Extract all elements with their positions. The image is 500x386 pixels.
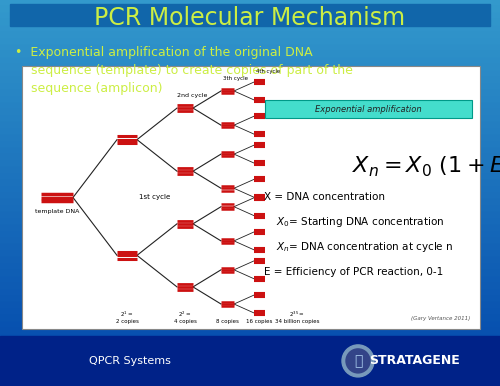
Bar xyxy=(0,367,500,373)
Bar xyxy=(0,64,500,71)
Bar xyxy=(0,142,500,148)
Bar xyxy=(0,77,500,84)
Text: $X_n$= DNA concentration at cycle n: $X_n$= DNA concentration at cycle n xyxy=(276,240,454,254)
Bar xyxy=(0,309,500,315)
Bar xyxy=(0,193,500,200)
Bar xyxy=(0,354,500,360)
Bar xyxy=(0,148,500,154)
Bar xyxy=(0,225,500,232)
Text: E = Efficiency of PCR reaction, 0-1: E = Efficiency of PCR reaction, 0-1 xyxy=(264,267,444,278)
Bar xyxy=(0,335,500,341)
Text: $2^2=$: $2^2=$ xyxy=(178,309,192,319)
Text: 2nd cycle: 2nd cycle xyxy=(177,93,208,98)
Bar xyxy=(0,244,500,251)
Bar xyxy=(0,296,500,302)
Text: $2^1=$: $2^1=$ xyxy=(120,309,134,319)
Bar xyxy=(0,103,500,109)
Bar xyxy=(0,302,500,309)
Bar xyxy=(0,116,500,122)
Bar xyxy=(0,360,500,367)
Bar xyxy=(10,4,490,26)
Bar xyxy=(0,212,500,219)
Text: 8 copies: 8 copies xyxy=(216,319,239,324)
Bar xyxy=(0,315,500,322)
Bar xyxy=(0,71,500,77)
Bar xyxy=(0,379,500,386)
Text: 4 copies: 4 copies xyxy=(174,319,197,324)
Bar xyxy=(0,238,500,244)
Text: 3th cycle: 3th cycle xyxy=(223,76,248,81)
Bar xyxy=(0,0,500,7)
Bar xyxy=(0,19,500,26)
Text: $2^{35}=$: $2^{35}=$ xyxy=(289,309,304,319)
Bar xyxy=(0,174,500,180)
Circle shape xyxy=(342,345,374,377)
Bar xyxy=(0,328,500,335)
Bar xyxy=(0,167,500,174)
Bar xyxy=(0,200,500,206)
Bar xyxy=(0,26,500,32)
Text: Ⓢ: Ⓢ xyxy=(354,354,362,368)
Text: 34 billion copies: 34 billion copies xyxy=(274,319,319,324)
Bar xyxy=(0,322,500,328)
Circle shape xyxy=(346,349,370,373)
Text: Exponential amplification: Exponential amplification xyxy=(316,105,422,113)
Bar xyxy=(0,186,500,193)
Bar xyxy=(0,270,500,277)
Bar xyxy=(0,13,500,19)
Bar xyxy=(0,109,500,116)
Text: template DNA: template DNA xyxy=(35,209,79,214)
Bar xyxy=(0,180,500,186)
Text: 16 copies: 16 copies xyxy=(246,319,272,324)
Bar xyxy=(0,290,500,296)
Bar xyxy=(0,161,500,167)
Text: X = DNA concentration: X = DNA concentration xyxy=(264,193,385,203)
Text: $X_n=X_0\ (1+E)^n$: $X_n=X_0\ (1+E)^n$ xyxy=(352,153,500,179)
Bar xyxy=(0,219,500,225)
Text: QPCR Systems: QPCR Systems xyxy=(89,356,171,366)
Text: $X_0$= Starting DNA concentration: $X_0$= Starting DNA concentration xyxy=(276,215,444,230)
Bar xyxy=(265,100,472,118)
Bar xyxy=(0,7,500,13)
Bar xyxy=(0,373,500,379)
Bar xyxy=(0,135,500,142)
Bar xyxy=(0,32,500,39)
Text: 2 copies: 2 copies xyxy=(116,319,138,324)
Bar xyxy=(0,336,500,386)
Bar xyxy=(0,129,500,135)
Bar xyxy=(22,66,480,329)
Bar xyxy=(0,257,500,264)
Bar xyxy=(0,90,500,96)
Bar xyxy=(0,251,500,257)
Text: 1st cycle: 1st cycle xyxy=(139,195,170,200)
Bar xyxy=(0,122,500,129)
Bar xyxy=(0,277,500,283)
Bar xyxy=(0,341,500,347)
Bar xyxy=(0,232,500,238)
Bar xyxy=(0,58,500,64)
Bar xyxy=(0,347,500,354)
Bar xyxy=(0,206,500,212)
Text: STRATAGENE: STRATAGENE xyxy=(370,354,460,367)
Bar xyxy=(0,154,500,161)
Text: (Gary Vertance 2011): (Gary Vertance 2011) xyxy=(411,316,470,321)
Bar xyxy=(0,51,500,58)
Bar xyxy=(0,283,500,290)
Bar xyxy=(0,45,500,51)
Text: •  Exponential amplification of the original DNA
    sequence (template) to crea: • Exponential amplification of the origi… xyxy=(15,46,353,95)
Text: PCR Molecular Mechanism: PCR Molecular Mechanism xyxy=(94,6,406,30)
Bar xyxy=(0,264,500,270)
Bar xyxy=(0,84,500,90)
Bar xyxy=(0,39,500,45)
Text: 4th cycle: 4th cycle xyxy=(256,69,280,74)
Bar xyxy=(0,96,500,103)
